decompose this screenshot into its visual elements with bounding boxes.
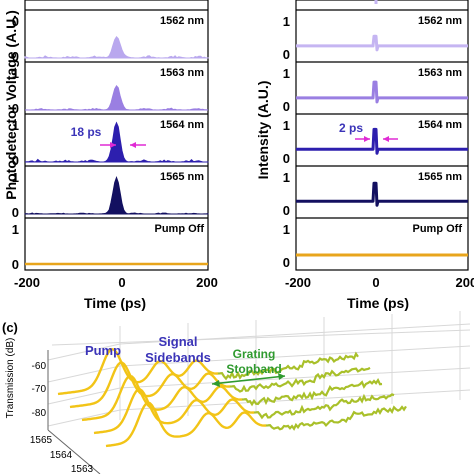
left-legend-label: 1562 nm [160, 15, 204, 27]
left-series-1562-nm [24, 36, 209, 59]
left-y-tick-1: 1 [12, 170, 19, 185]
panel-c-trace-pump-segment [69, 361, 231, 409]
right-x-axis-label: Time (ps) [347, 295, 409, 311]
right-series-1563-nm [296, 80, 468, 104]
right-series-1562-nm [296, 34, 468, 52]
left-legend-label: Pump Off [155, 223, 205, 235]
panel-c-grid-line [119, 367, 471, 389]
panel-c-grid-line [47, 387, 121, 405]
right-legend-label: 1564 nm [418, 119, 462, 131]
panel-c-trace-stopband-segment [229, 366, 371, 393]
panel-c-trace-stopband-segment [265, 405, 407, 431]
panel-c-annotation-stopband: Stopband [226, 362, 281, 376]
panel-c-traces [57, 347, 407, 448]
left-series-group: 1562 nm 0 0 1563 nm 0 1 1564 nm 0 1 1565 nm 0 1 Pump… [12, 9, 209, 272]
left-y-tick-1: 1 [12, 222, 19, 237]
right-y-tick-1: 1 [283, 222, 290, 237]
right-x-tick-mid: 0 [372, 275, 379, 290]
panel-c-annotation-pump: Pump [85, 343, 121, 358]
left-x-axis-label: Time (ps) [84, 295, 146, 311]
panel-c: (c) Transmission (dB) -60 -70 -80 1565 1… [2, 311, 471, 474]
left-width-arrows [100, 142, 146, 148]
right-legend-label: Pump Off [413, 223, 463, 235]
panel-c-grid-line [51, 329, 471, 346]
left-x-tick-min: -200 [14, 275, 40, 290]
left-y-tick-0: 0 [12, 101, 19, 116]
left-y-tick-1: 0 [12, 14, 19, 29]
panel-c-depth-axis [47, 429, 101, 474]
left-legend-label: 1563 nm [160, 67, 204, 79]
left-y-tick-0: 0 [12, 205, 19, 220]
right-y-tick-0: 0 [283, 151, 290, 166]
right-y-axis-label: Intensity (A.U.) [255, 81, 271, 180]
panel-c-depth-tick-1565: 1565 [30, 435, 53, 446]
left-frame [24, 0, 209, 271]
right-series-1565-nm [296, 181, 468, 207]
panel-left: 1562 nm 0 0 1563 nm 0 1 1564 nm 0 1 1565 nm 0 1 Pump… [3, 0, 218, 311]
left-y-tick-1: 1 [12, 118, 19, 133]
right-x-tick-min: -200 [285, 275, 311, 290]
panel-c-trace-stopband-segment [253, 393, 395, 420]
panel-c-y-axis-label: Transmission (dB) [5, 338, 16, 419]
left-y-axis-label: Photodetector Voltage (A.U.) [3, 10, 19, 200]
panel-c-stopband-arrow [211, 373, 286, 387]
right-y-tick-1: 1 [283, 118, 290, 133]
left-x-tick-mid: 0 [118, 275, 125, 290]
left-y-tick-1: 1 [12, 66, 19, 81]
panel-c-trace-stopband-segment [217, 351, 359, 381]
panel-c-grid-line [119, 389, 471, 411]
panel-c-grid-line [47, 343, 121, 361]
right-legend-label: 1565 nm [418, 171, 462, 183]
panel-c-z-tick-70: -70 [32, 384, 47, 395]
panel-c-z-tick-80: -80 [32, 408, 47, 419]
panel-c-3d-box [47, 311, 471, 474]
panel-c-annotation-grating: Grating [233, 347, 276, 361]
panel-c-z-tick-60: -60 [32, 361, 47, 372]
right-y-tick-1: 1 [283, 66, 290, 81]
right-width-arrows [355, 136, 398, 142]
panel-c-annotation-signal: Signal [158, 334, 197, 349]
panel-c-depth-tick-1563: 1563 [71, 464, 94, 474]
panel-c-trace-pump-segment [57, 347, 219, 396]
right-annotation-2ps: 2 ps [339, 121, 363, 135]
panel-c-trace-pump-segment [81, 374, 243, 422]
right-series-group: 1562 nm 0 1 1563 nm 0 1 1564 nm 0 1 1565 nm 0 1 Pump… [283, 0, 468, 270]
right-legend-label: 1562 nm [418, 15, 462, 27]
panel-right: 1562 nm 0 1 1563 nm 0 1 1564 nm 0 1 1565 nm 0 1 Pump… [255, 0, 474, 311]
panel-c-trace-pump-segment [93, 388, 255, 435]
left-y-tick-0: 0 [12, 257, 19, 272]
right-y-tick-0: 0 [283, 47, 290, 62]
right-y-tick-1: 1 [283, 14, 290, 29]
right-y-tick-0: 0 [283, 255, 290, 270]
panel-c-grid-line [47, 365, 121, 383]
left-annotation-18ps: 18 ps [71, 125, 102, 139]
left-y-tick-0: 0 [12, 153, 19, 168]
panel-c-grid-line [119, 323, 471, 345]
panel-c-annotation-sidebands: Sidebands [145, 350, 211, 365]
panel-c-trace-stopband-segment [241, 378, 383, 407]
left-series-1565-nm [24, 176, 209, 215]
panel-c-grid-line [119, 345, 471, 367]
left-series-1563-nm [24, 84, 209, 111]
panel-c-trace-pump-segment [105, 401, 267, 448]
right-series-1564-nm [296, 127, 468, 155]
right-legend-label: 1563 nm [418, 67, 462, 79]
right-frame [295, 0, 469, 271]
left-series-1564-nm [24, 121, 209, 163]
right-y-tick-1: 1 [283, 170, 290, 185]
left-legend-label: 1564 nm [160, 119, 204, 131]
left-legend-label: 1565 nm [160, 171, 204, 183]
left-x-tick-max: 200 [196, 275, 218, 290]
left-y-tick-0: 0 [12, 49, 19, 64]
right-y-tick-0: 0 [283, 99, 290, 114]
panel-c-label: (c) [2, 320, 18, 335]
right-y-tick-0: 0 [283, 203, 290, 218]
panel-c-depth-tick-1564: 1564 [50, 450, 73, 461]
